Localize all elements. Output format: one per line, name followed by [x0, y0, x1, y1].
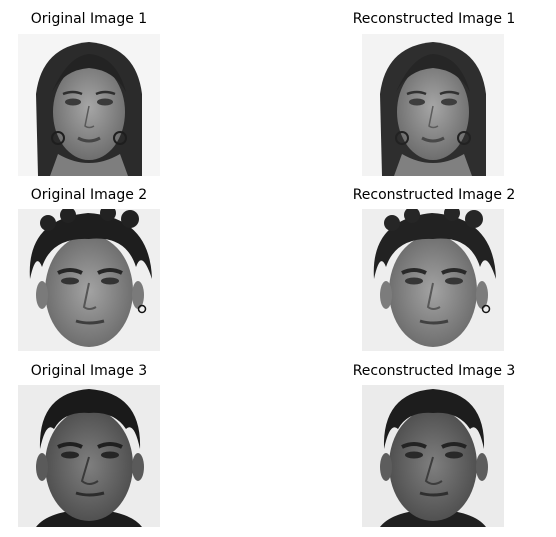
original-image-3: [18, 385, 160, 527]
panel-title-reconstructed-2: Reconstructed Image 2: [352, 187, 516, 203]
panel-title-original-1: Original Image 1: [30, 11, 148, 27]
panel-title-reconstructed-1: Reconstructed Image 1: [352, 11, 516, 27]
reconstructed-image-2: [362, 209, 504, 351]
face-female-image: [18, 34, 160, 176]
panel-title-reconstructed-3: Reconstructed Image 3: [352, 363, 516, 379]
reconstructed-image-1: [362, 34, 504, 176]
panel-title-original-2: Original Image 2: [30, 187, 148, 203]
reconstructed-image-3: [362, 385, 504, 527]
original-image-2: [18, 209, 160, 351]
original-image-1: [18, 34, 160, 176]
face-female-image: [362, 34, 504, 176]
panel-title-original-3: Original Image 3: [30, 363, 148, 379]
face-male-curly-image: [362, 209, 504, 351]
face-male-curly-image: [18, 209, 160, 351]
face-male-short-image: [18, 385, 160, 527]
face-male-short-image: [362, 385, 504, 527]
